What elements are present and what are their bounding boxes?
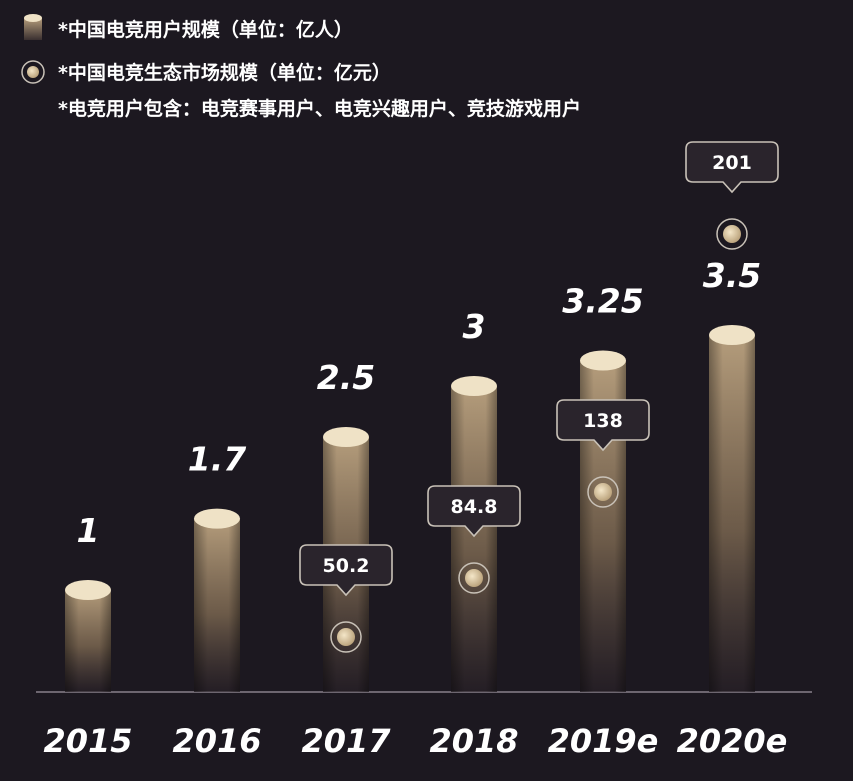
market-point-2019e: 138 bbox=[556, 399, 650, 508]
market-point-2017: 50.2 bbox=[299, 544, 393, 653]
user-value-label: 1 bbox=[77, 511, 100, 550]
legend-note: *电竞用户包含：电竞赛事用户、电竞兴趣用户、竞技游戏用户 bbox=[58, 97, 581, 120]
market-value-label: 84.8 bbox=[451, 496, 498, 518]
bars-layer bbox=[65, 325, 755, 692]
user-value-label: 3.5 bbox=[703, 256, 761, 295]
labels-layer: 1 2015 1.7 2016 2.5 2017 3 2018 3.25 2019e 3.5 2020… bbox=[43, 256, 787, 760]
bar-shading bbox=[709, 335, 755, 692]
market-dot-ring bbox=[587, 476, 619, 508]
user-value-label: 3.25 bbox=[562, 282, 643, 321]
market-callout-box bbox=[427, 485, 521, 538]
market-callout-box bbox=[556, 399, 650, 452]
market-dot bbox=[723, 225, 741, 243]
market-point-2020e: 201 bbox=[685, 141, 779, 250]
bar-top-cap bbox=[194, 508, 240, 529]
user-value-label: 2.5 bbox=[317, 358, 375, 397]
market-dot-ring bbox=[716, 218, 748, 250]
market-value-label: 138 bbox=[583, 410, 623, 432]
market-layer: 50.2 84.8 138 201 bbox=[299, 141, 779, 653]
market-callout-box bbox=[685, 141, 779, 194]
market-point-2018: 84.8 bbox=[427, 485, 521, 594]
market-dot-ring bbox=[458, 562, 490, 594]
legend: *中国电竞用户规模（单位：亿人） *中国电竞生态市场规模（单位：亿元） *电竞用… bbox=[21, 14, 581, 120]
bar-top-cap bbox=[709, 325, 755, 345]
market-dot bbox=[594, 483, 612, 501]
market-value-label: 201 bbox=[712, 152, 752, 174]
year-tick-label: 2019e bbox=[548, 722, 659, 760]
market-value-label: 50.2 bbox=[323, 555, 370, 577]
bar-top-cap bbox=[323, 427, 369, 447]
market-callout-box bbox=[299, 544, 393, 597]
bar-2020e bbox=[709, 325, 755, 692]
market-dot-ring bbox=[330, 621, 362, 653]
bar-top-cap bbox=[65, 580, 111, 600]
bar-shading bbox=[451, 386, 497, 692]
year-tick-label: 2020e bbox=[677, 722, 788, 760]
bar-top-cap bbox=[451, 376, 497, 396]
year-tick-label: 2016 bbox=[172, 722, 261, 760]
market-scale-legend-icon bbox=[21, 60, 45, 84]
bar-top-cap bbox=[580, 350, 626, 371]
year-tick-label: 2017 bbox=[301, 722, 391, 760]
bar-shading bbox=[65, 590, 111, 692]
market-dot bbox=[337, 628, 355, 646]
bar-2015 bbox=[65, 580, 111, 692]
user-scale-legend-icon bbox=[24, 14, 42, 40]
year-tick-label: 2018 bbox=[429, 722, 518, 760]
bar-2016 bbox=[194, 508, 240, 692]
year-tick-label: 2015 bbox=[43, 722, 132, 760]
bar-2018 bbox=[451, 376, 497, 692]
user-value-label: 1.7 bbox=[188, 440, 246, 479]
legend-users-label: *中国电竞用户规模（单位：亿人） bbox=[58, 18, 353, 41]
bar-shading bbox=[194, 518, 240, 692]
legend-market-label: *中国电竞生态市场规模（单位：亿元） bbox=[58, 61, 391, 84]
market-dot bbox=[465, 569, 483, 587]
user-value-label: 3 bbox=[463, 307, 486, 346]
